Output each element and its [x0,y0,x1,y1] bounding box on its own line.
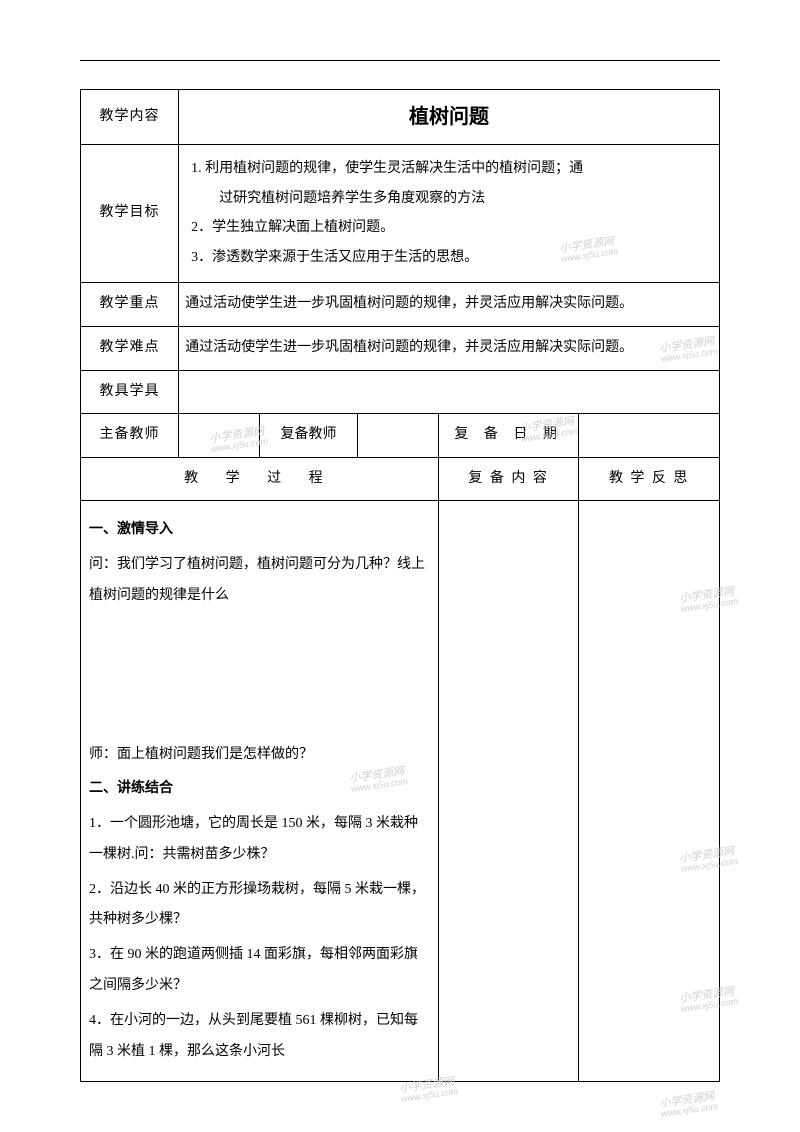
content-row: 教学内容 植树问题 [81,90,720,145]
section1-heading: 一、激情导入 [89,515,430,542]
tools-row: 教具学具 [81,370,720,414]
focus-content: 通过活动使学生进一步巩固植树问题的规律，并灵活应用解决实际问题。 [179,283,720,327]
section2-q1: 1．一个圆形池塘，它的周长是 150 米，每隔 3 米栽种一棵树.问：共需树苗多… [89,809,430,871]
goal-1-line2: 过研究植树问题培养学生多角度观察的方法 [191,186,713,213]
process-body-row: 一、激情导入 问：我们学习了植树问题，植树问题可分为几种？线上植树问题的规律是什… [81,501,720,1082]
teacher-row: 主备教师 复备教师 复 备 日 期 [81,414,720,458]
main-teacher-label: 主备教师 [81,414,179,458]
goal-1-line1: 1. 利用植树问题的规律，使学生灵活解决生活中的植树问题；通 [191,156,713,183]
section2-q4: 4．在小河的一边，从头到尾要植 561 棵柳树，已知每隔 3 米植 1 棵，那么… [89,1006,430,1068]
section2-q3: 3．在 90 米的跑道两侧插 14 面彩旗，每相邻两面彩旗之间隔多少米？ [89,940,430,1002]
difficulty-content: 通过活动使学生进一步巩固植树问题的规律，并灵活应用解决实际问题。 [179,326,720,370]
goal-3: 3．渗透数学来源于生活又应用于生活的思想。 [191,245,713,272]
fubei-teacher-value [358,414,439,458]
fubei-date-value [579,414,720,458]
fubei-teacher-label: 复备教师 [259,414,357,458]
process-header-row: 教 学 过 程 复 备 内 容 教 学 反 思 [81,457,720,501]
process-col1-header: 教 学 过 程 [81,457,439,501]
watermark: 小学资源网 www.xj5u.com [659,1091,719,1119]
main-teacher-value [179,414,260,458]
goals-row: 教学目标 1. 利用植树问题的规律，使学生灵活解决生活中的植树问题；通 过研究植… [81,145,720,283]
reflection-cell [579,501,720,1082]
fubei-content-cell [438,501,579,1082]
fubei-date-label: 复 备 日 期 [438,414,579,458]
content-label: 教学内容 [81,90,179,145]
section2-heading: 二、讲练结合 [89,774,430,801]
blank-gap [89,616,430,736]
process-col3-header: 教 学 反 思 [579,457,720,501]
tools-content [179,370,720,414]
tools-label: 教具学具 [81,370,179,414]
goals-label: 教学目标 [81,145,179,283]
difficulty-row: 教学难点 通过活动使学生进一步巩固植树问题的规律，并灵活应用解决实际问题。 [81,326,720,370]
top-rule [80,60,720,61]
goals-content: 1. 利用植树问题的规律，使学生灵活解决生活中的植树问题；通 过研究植树问题培养… [179,145,720,283]
process-main-content: 一、激情导入 问：我们学习了植树问题，植树问题可分为几种？线上植树问题的规律是什… [81,501,439,1082]
lesson-title: 植树问题 [179,90,720,145]
focus-row: 教学重点 通过活动使学生进一步巩固植树问题的规律，并灵活应用解决实际问题。 [81,283,720,327]
process-col2-header: 复 备 内 容 [438,457,579,501]
section1-p1: 问：我们学习了植树问题，植树问题可分为几种？线上植树问题的规律是什么 [89,550,430,612]
lesson-plan-table: 教学内容 植树问题 教学目标 1. 利用植树问题的规律，使学生灵活解决生活中的植… [80,89,720,1082]
section2-q2: 2．沿边长 40 米的正方形操场栽树，每隔 5 米栽一棵，共种树多少棵？ [89,875,430,937]
goal-2: 2．学生独立解决面上植树问题。 [191,215,713,242]
section1-p2: 师：面上植树问题我们是怎样做的？ [89,740,430,771]
difficulty-label: 教学难点 [81,326,179,370]
focus-label: 教学重点 [81,283,179,327]
